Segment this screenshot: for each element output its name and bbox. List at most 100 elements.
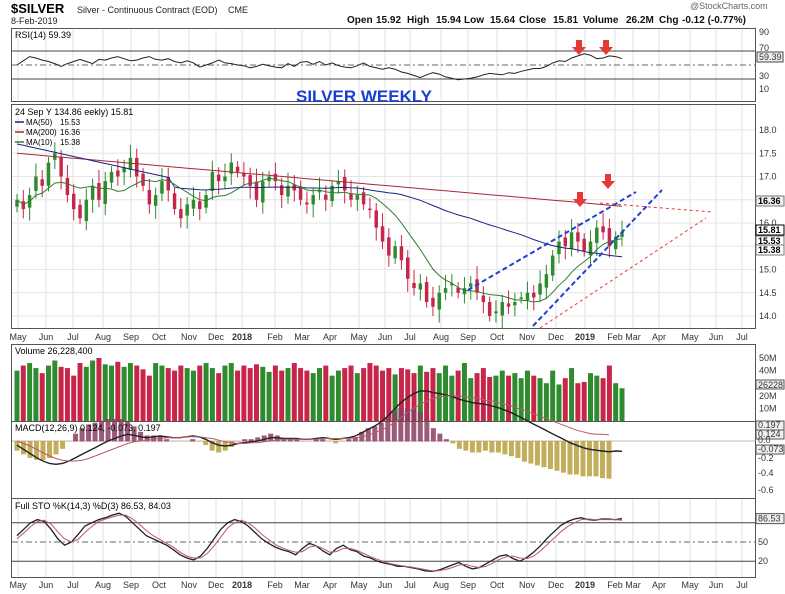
- ma200-line: [16, 152, 623, 207]
- macd-tick: 0.124: [758, 429, 781, 439]
- x-label-dec: Dec: [548, 332, 565, 342]
- candle-body: [588, 241, 593, 256]
- candle-body: [469, 283, 473, 287]
- candle-body: [166, 176, 170, 191]
- volume-bar: [361, 368, 367, 421]
- macd-histogram-bar: [281, 439, 287, 442]
- candle-body: [15, 199, 19, 207]
- volume-bar: [52, 360, 58, 421]
- macd-histogram-bar: [320, 439, 326, 442]
- x-label-jul: Jul: [404, 580, 416, 590]
- open-label: Open: [347, 15, 373, 26]
- volume-bar: [518, 378, 524, 421]
- macd-histogram-bar: [300, 441, 306, 442]
- volume-bar: [443, 365, 449, 421]
- volume-bar: [499, 370, 505, 421]
- candle-body: [557, 241, 561, 255]
- macd-histogram-bar: [144, 435, 150, 442]
- macd-histogram-bar: [450, 441, 456, 444]
- macd-histogram-bar: [66, 441, 72, 442]
- x-label-dec: Dec: [208, 332, 225, 342]
- volume-bar: [405, 369, 411, 421]
- volume-bar: [58, 366, 64, 421]
- x-label-jul: Jul: [736, 332, 748, 342]
- macd-histogram-bar: [541, 441, 547, 468]
- macd-histogram-bar: [27, 441, 33, 458]
- volume-bar: [153, 363, 159, 421]
- volume-bar: [71, 375, 77, 421]
- volume-bar: [474, 373, 480, 421]
- price-label-box: [755, 195, 785, 207]
- macd-histogram-bar: [482, 441, 488, 451]
- sto-tick: 50: [758, 537, 768, 547]
- candle-body: [532, 292, 536, 298]
- macd-histogram-bar: [40, 441, 46, 460]
- macd-histogram-bar: [346, 439, 352, 442]
- legend-background: [12, 105, 120, 116]
- candle-body: [607, 228, 612, 247]
- volume-bar: [493, 375, 499, 421]
- price-label-box: [755, 224, 785, 236]
- volume-bar: [411, 373, 417, 421]
- x-label-apr: Apr: [652, 332, 666, 342]
- price-tick: 14.5: [759, 288, 777, 298]
- candle-body: [456, 287, 460, 293]
- volume-bar: [165, 368, 171, 421]
- macd-histogram-bar: [469, 441, 475, 453]
- volume-bar: [531, 375, 537, 421]
- x-label-feb: Feb: [607, 332, 623, 342]
- volume-bar: [537, 378, 543, 421]
- candle-body: [254, 181, 259, 200]
- candle-body: [569, 232, 574, 250]
- x-label-jun: Jun: [709, 332, 724, 342]
- macd-tick: -0.6: [758, 485, 774, 495]
- candle-body: [116, 170, 120, 177]
- x-label-may: May: [350, 580, 368, 590]
- volume-bar: [556, 384, 562, 421]
- volume-bar: [449, 375, 455, 421]
- price-tick: 16.0: [759, 218, 777, 228]
- candle-body: [317, 190, 322, 193]
- volume-bar: [512, 373, 518, 421]
- volume-bar: [304, 370, 310, 421]
- candle-body: [361, 192, 366, 205]
- volume-bar: [209, 368, 215, 421]
- x-label-oct: Oct: [152, 332, 167, 342]
- rsi-signal-arrow: [572, 40, 586, 55]
- rsi-current-box: [756, 51, 784, 63]
- macd-histogram-bar: [287, 439, 293, 442]
- volume-bar: [524, 370, 530, 421]
- candle-body: [21, 201, 26, 210]
- brand-label: @StockCharts.com: [690, 1, 768, 11]
- open-value: 15.92: [376, 15, 401, 26]
- volume-bar: [606, 365, 612, 421]
- macd-histogram-bar: [216, 441, 222, 453]
- macd-histogram-bar: [21, 441, 27, 455]
- volume-bar: [247, 368, 253, 421]
- price-tick: 15.0: [759, 265, 777, 275]
- volume-bar: [77, 363, 83, 421]
- candle-body: [487, 302, 492, 316]
- rsi-tick: 70: [759, 43, 769, 53]
- macd-histogram-bar: [508, 441, 514, 457]
- volume-bar: [424, 371, 430, 421]
- volume-bar: [279, 370, 285, 421]
- volume-bar: [386, 368, 392, 421]
- macd-histogram-bar: [456, 441, 462, 449]
- rsi-tick: 10: [759, 84, 769, 94]
- macd-histogram-bar: [151, 435, 157, 442]
- volume-bar: [109, 365, 115, 421]
- volume-bar: [39, 373, 45, 421]
- candle-body: [78, 204, 82, 219]
- candle-body: [229, 162, 234, 174]
- candle-body: [97, 183, 101, 200]
- candle-body: [103, 181, 107, 204]
- rsi-panel-frame: [11, 28, 756, 102]
- volume-tick: 50M: [759, 353, 777, 363]
- rsi-tick: 30: [759, 71, 769, 81]
- ma10-line: [16, 177, 623, 303]
- rsi-tick: 59.39: [759, 52, 782, 62]
- macd-histogram-bar: [528, 441, 534, 464]
- macd-histogram-bar: [60, 441, 66, 449]
